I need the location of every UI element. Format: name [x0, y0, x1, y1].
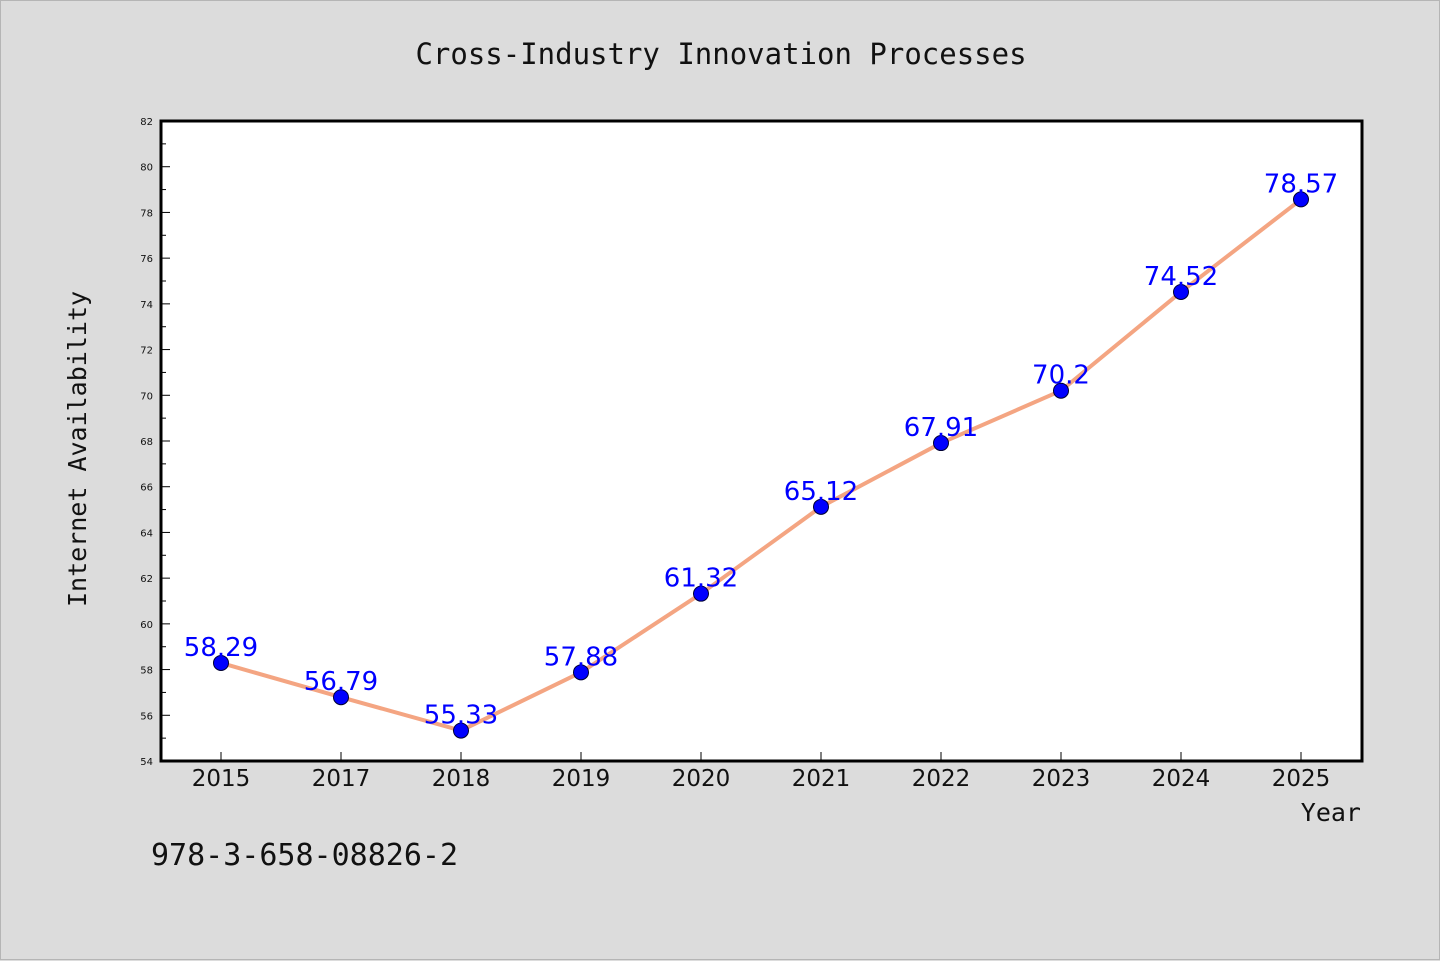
x-tick-label: 2015 [192, 766, 251, 792]
y-tick-label: 56 [140, 711, 153, 722]
data-point [693, 585, 709, 602]
x-tick-label: 2018 [432, 766, 491, 792]
x-tick-label: 2017 [312, 766, 371, 792]
y-tick-label: 70 [140, 391, 153, 402]
data-point [813, 498, 829, 515]
y-tick-label: 58 [140, 666, 153, 677]
data-label: 67.91 [904, 413, 978, 443]
data-label: 74.52 [1144, 262, 1218, 292]
x-axis-label: Year [1301, 798, 1361, 827]
x-tick-label: 2025 [1272, 766, 1331, 792]
y-tick-label: 78 [140, 208, 153, 219]
chart-title: Cross-Industry Innovation Processes [415, 37, 1026, 71]
y-tick-label: 64 [140, 528, 153, 539]
y-tick-label: 66 [140, 483, 153, 494]
data-point [1173, 283, 1189, 300]
y-tick-label: 80 [140, 163, 153, 174]
data-markers [213, 191, 1309, 739]
footer-code: 978-3-658-08826-2 [151, 838, 458, 873]
y-tick-label: 76 [140, 254, 153, 265]
y-tick-label: 60 [140, 620, 153, 631]
data-point [453, 722, 469, 739]
data-label: 70.2 [1032, 361, 1090, 391]
data-point [1293, 191, 1309, 208]
y-tick-label: 82 [140, 117, 153, 128]
data-point [333, 689, 349, 706]
y-tick-label: 54 [140, 757, 153, 768]
data-label: 56.79 [304, 667, 378, 697]
y-tick-label: 72 [140, 346, 153, 357]
y-axis-label: Internet Availability [63, 291, 92, 607]
x-axis: 2015 2017 2018 2019 2020 2021 2022 2023 2024 2025 [192, 752, 1331, 792]
x-tick-label: 2024 [1152, 766, 1211, 792]
x-tick-label: 2023 [1032, 766, 1091, 792]
y-tick-label: 68 [140, 437, 153, 448]
x-tick-label: 2021 [792, 766, 851, 792]
plot-frame [159, 119, 1364, 763]
data-point [573, 664, 589, 681]
y-axis: 54 56 58 60 62 64 66 68 70 72 74 76 78 80 82 [140, 117, 170, 768]
y-tick-label: 74 [140, 300, 153, 311]
x-tick-label: 2020 [672, 766, 731, 792]
data-point [933, 435, 949, 452]
data-label: 65.12 [784, 477, 858, 507]
data-label: 55.33 [424, 701, 498, 731]
series-line [219, 197, 1303, 733]
data-label: 61.32 [664, 564, 738, 594]
data-labels: 58.29 56.79 55.33 57.88 61.32 65.12 67.91 70.2 7… [184, 169, 1338, 730]
x-tick-label: 2019 [552, 766, 611, 792]
data-point [1053, 382, 1069, 399]
x-tick-label: 2022 [912, 766, 971, 792]
data-label: 58.29 [184, 633, 258, 663]
data-label: 57.88 [544, 642, 618, 672]
data-label: 78.57 [1264, 169, 1338, 199]
plot-area [161, 121, 1362, 761]
data-point [213, 654, 229, 671]
y-tick-label: 62 [140, 574, 153, 585]
